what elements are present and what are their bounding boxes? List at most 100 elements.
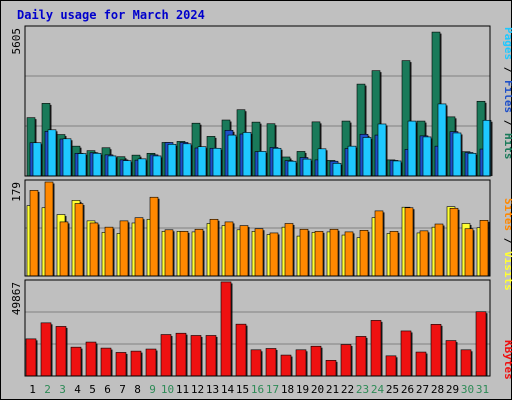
day-axis: 1 2 3 4 5 6 7 8 9 10 11 12 13 14 15 16 17 18 19 20 21 22 23 24 2… <box>29 383 489 396</box>
bar-pages-day-27 <box>422 136 432 177</box>
bar-pages-day-8 <box>137 158 147 177</box>
day-label-13: 13 <box>206 383 219 396</box>
bar-sites-day-21 <box>329 228 339 277</box>
day-label-5: 5 <box>89 383 96 396</box>
bar-pages-day-29 <box>452 132 462 177</box>
day-label-3: 3 <box>59 383 66 396</box>
day-label-9: 9 <box>149 383 156 396</box>
bar-pages-day-13 <box>212 147 222 177</box>
bar-sites-day-16 <box>254 228 264 277</box>
bar-kbytes-day-14 <box>220 281 232 377</box>
day-label-21: 21 <box>326 383 339 396</box>
day-label-1: 1 <box>29 383 36 396</box>
bar-pages-day-18 <box>287 160 297 177</box>
bar-pages-day-9 <box>152 155 162 177</box>
bar-kbytes-day-2 <box>40 322 52 377</box>
bar-kbytes-day-22 <box>340 344 352 377</box>
ylabel-pages: Pages <box>502 27 512 60</box>
bar-sites-day-15 <box>239 225 249 277</box>
day-label-6: 6 <box>104 383 111 396</box>
bar-kbytes-day-4 <box>70 346 82 377</box>
bar-sites-day-9 <box>149 196 159 277</box>
bar-sites-day-25 <box>389 231 399 277</box>
day-label-7: 7 <box>119 383 126 396</box>
bar-pages-day-23 <box>362 137 372 177</box>
ymax-label-kbytes: 49867 <box>10 282 23 315</box>
bar-sites-day-31 <box>479 220 489 277</box>
bar-sites-day-29 <box>449 207 459 277</box>
bar-pages-day-7 <box>122 160 132 177</box>
bar-sites-day-13 <box>209 218 219 277</box>
bar-pages-day-11 <box>182 143 192 177</box>
bar-sites-day-3 <box>59 221 69 277</box>
day-label-29: 29 <box>446 383 459 396</box>
day-label-14: 14 <box>221 383 235 396</box>
bar-kbytes-day-24 <box>370 320 382 377</box>
bar-pages-day-17 <box>272 147 282 177</box>
day-label-24: 24 <box>371 383 385 396</box>
day-label-23: 23 <box>356 383 369 396</box>
bar-sites-day-5 <box>89 222 99 277</box>
bar-sites-day-7 <box>119 220 129 277</box>
day-label-27: 27 <box>416 383 429 396</box>
bar-sites-day-17 <box>269 232 279 277</box>
panel-hits-files-pages <box>24 25 493 177</box>
bar-kbytes-day-25 <box>385 355 397 377</box>
bar-kbytes-day-30 <box>460 349 472 377</box>
bar-pages-day-28 <box>437 103 447 177</box>
panel-border <box>24 179 491 277</box>
day-label-15: 15 <box>236 383 249 396</box>
bar-pages-day-26 <box>407 120 417 177</box>
bar-sites-day-6 <box>104 226 114 277</box>
chart-title: Daily usage for March 2024 <box>17 8 205 22</box>
bar-kbytes-day-1 <box>25 338 37 377</box>
bar-kbytes-day-27 <box>415 351 427 377</box>
bar-kbytes-day-15 <box>235 323 247 377</box>
ylabel-hits-files-pages: Pages / Files / Hits <box>502 27 512 160</box>
bar-kbytes-day-23 <box>355 336 367 377</box>
day-label-20: 20 <box>311 383 324 396</box>
day-label-26: 26 <box>401 383 414 396</box>
bar-sites-day-1 <box>29 190 39 277</box>
ylabel-kbytes-text: KBytes <box>502 340 512 380</box>
bar-pages-day-22 <box>347 145 357 177</box>
bar-pages-day-14 <box>227 134 237 177</box>
bar-sites-day-22 <box>344 231 354 277</box>
bar-sites-day-30 <box>464 228 474 277</box>
bar-kbytes-day-28 <box>430 324 442 377</box>
bar-kbytes-day-7 <box>115 352 127 377</box>
bar-pages-day-25 <box>392 160 402 177</box>
bar-kbytes-day-19 <box>295 349 307 377</box>
bar-sites-day-19 <box>299 228 309 277</box>
ylabel-visits-sites: Sites / Visits <box>502 198 512 291</box>
day-label-19: 19 <box>296 383 309 396</box>
day-label-10: 10 <box>161 383 174 396</box>
bar-pages-day-19 <box>302 158 312 177</box>
day-label-8: 8 <box>134 383 141 396</box>
bar-sites-day-20 <box>314 231 324 277</box>
bar-sites-day-2 <box>44 181 54 277</box>
bar-pages-day-2 <box>47 129 57 177</box>
bar-sites-day-18 <box>284 223 294 277</box>
day-label-31: 31 <box>476 383 489 396</box>
day-label-16: 16 <box>251 383 264 396</box>
bar-kbytes-day-9 <box>145 348 157 377</box>
panel-visits-sites <box>24 179 491 277</box>
bar-sites-day-26 <box>404 207 414 277</box>
bar-sites-day-12 <box>194 228 204 277</box>
bar-kbytes-day-10 <box>160 334 172 377</box>
ylabel-sep-2: / <box>502 113 512 133</box>
ylabel-visits: Visits <box>502 251 512 291</box>
bar-sites-day-4 <box>74 203 84 277</box>
panel-border <box>24 25 491 177</box>
day-label-2: 2 <box>44 383 51 396</box>
bar-pages-day-3 <box>62 138 72 177</box>
bar-pages-day-5 <box>92 152 102 177</box>
bar-kbytes-day-13 <box>205 335 217 377</box>
day-label-22: 22 <box>341 383 354 396</box>
bar-kbytes-day-31 <box>475 311 487 377</box>
bar-pages-day-20 <box>317 148 327 177</box>
bar-pages-day-24 <box>377 123 387 177</box>
day-label-28: 28 <box>431 383 444 396</box>
